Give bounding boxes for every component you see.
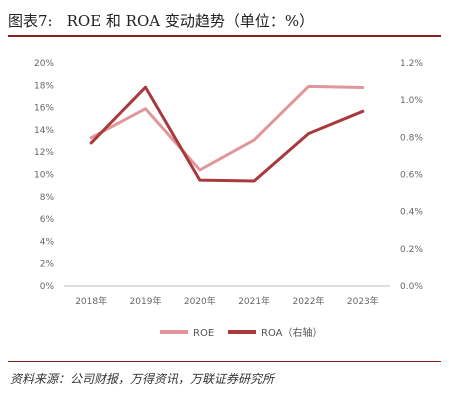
series-line-roa [89, 85, 365, 183]
y-right-tick-label: 1.0% [400, 96, 423, 106]
y-left-tick-label: 10% [34, 171, 54, 181]
y-left-tick-label: 14% [34, 126, 54, 136]
y-left-tick-label: 4% [40, 237, 55, 247]
source-rule [8, 361, 441, 362]
x-tick-label: 2020年 [184, 295, 216, 307]
y-left-tick-label: 8% [40, 193, 55, 203]
title-rule [8, 35, 441, 37]
x-tick-label: 2023年 [347, 295, 379, 307]
y-right-tick-label: 0.6% [400, 171, 423, 181]
chart-title: 图表7: ROE 和 ROA 变动趋势（单位：%） [8, 10, 441, 34]
y-right-tick-label: 0.8% [400, 133, 423, 143]
x-tick-label: 2019年 [130, 295, 162, 307]
figure-title: ROE 和 ROA 变动趋势（单位：%） [66, 12, 315, 30]
y-left-tick-label: 16% [34, 104, 54, 114]
x-tick-label: 2018年 [75, 295, 107, 307]
y-left-tick-label: 18% [34, 81, 54, 91]
y-left-tick-label: 0% [40, 282, 55, 292]
y-right-tick-label: 0.2% [400, 245, 423, 255]
y-left-tick-label: 6% [40, 215, 55, 225]
series-line-roe [89, 84, 365, 172]
y-right-tick-label: 1.2% [400, 59, 423, 69]
x-tick-label: 2021年 [238, 295, 270, 307]
line-chart: 0% 2% 4% 6% 8% 10% 12% 14% 16% 18% 20% 0.0% 0.2% 0.4%… [34, 59, 423, 339]
x-tick-label: 2022年 [293, 295, 325, 307]
legend-label-roe: ROE [193, 328, 214, 339]
y-left-tick-label: 12% [34, 148, 54, 158]
y-right-tick-label: 0.0% [400, 282, 423, 292]
y-left-tick-label: 2% [40, 260, 55, 270]
source-note: 资料来源：公司财报，万得资讯，万联证券研究所 [10, 372, 275, 386]
y-right-tick-label: 0.4% [400, 208, 423, 218]
figure-number: 图表7: [8, 12, 53, 30]
y-left-tick-label: 20% [34, 59, 54, 69]
legend-label-roa: ROA（右轴） [261, 326, 322, 339]
